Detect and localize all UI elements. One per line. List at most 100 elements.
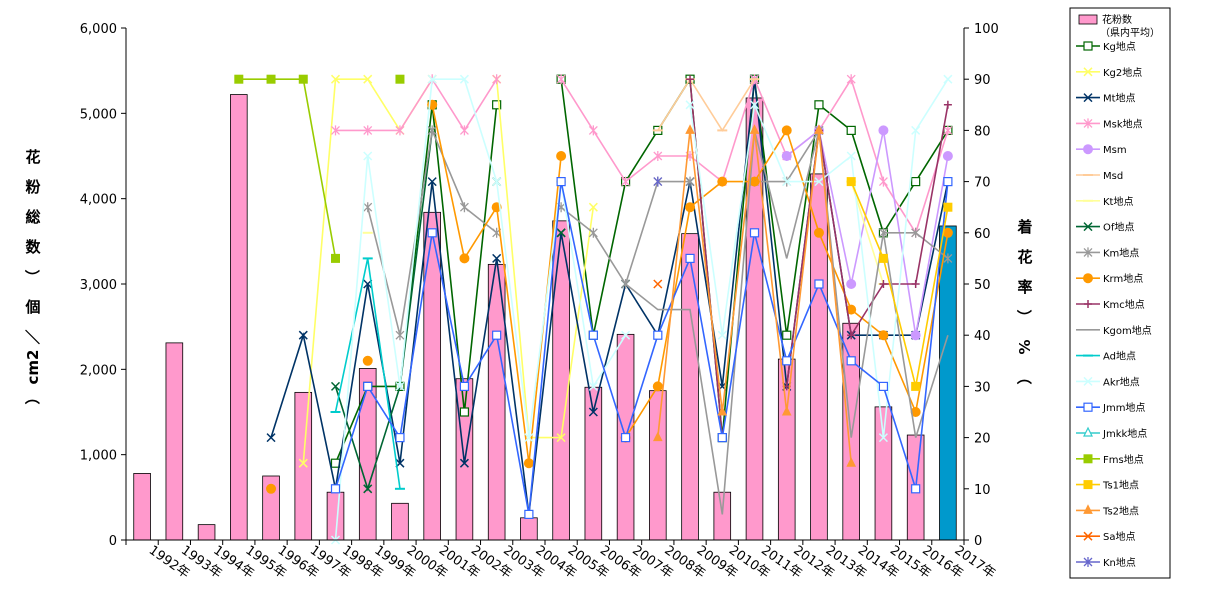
data-point <box>1083 118 1093 129</box>
legend-label: Ad地点 <box>1103 350 1136 363</box>
data-point <box>556 228 566 238</box>
y-left-tick-label: 0 <box>109 534 117 549</box>
data-point <box>556 74 566 85</box>
data-point <box>846 457 857 467</box>
data-point <box>523 458 534 469</box>
legend-item: Msd <box>1076 171 1123 182</box>
data-point <box>685 202 696 213</box>
data-point <box>330 484 341 494</box>
legend-item: Kgom地点 <box>1076 324 1152 337</box>
y-left-tick-label: 1,000 <box>80 449 117 464</box>
data-point <box>459 381 470 391</box>
legend-item: Msk地点 <box>1076 117 1143 130</box>
legend-label: Kg2地点 <box>1103 66 1142 79</box>
bar <box>230 94 248 541</box>
data-point <box>524 433 534 443</box>
series-19 <box>652 124 857 467</box>
bar <box>874 406 893 541</box>
data-point <box>427 177 437 187</box>
bar <box>745 97 764 541</box>
series-20 <box>653 279 663 289</box>
data-point <box>459 202 469 213</box>
data-point <box>911 125 921 135</box>
data-point <box>1083 480 1093 490</box>
series-21 <box>653 176 663 187</box>
data-point <box>1083 93 1093 103</box>
bar <box>165 342 184 541</box>
legend-label: Kt地点 <box>1103 195 1133 208</box>
legend-item: Msm <box>1076 144 1127 156</box>
data-point <box>459 407 470 417</box>
y-right-tick-label: 70 <box>974 176 991 191</box>
data-point <box>588 227 598 238</box>
series-14 <box>330 74 953 545</box>
legend-item: Fms地点 <box>1076 453 1144 466</box>
legend-item: Ts1地点 <box>1076 479 1139 492</box>
legend-label: Kg地点 <box>1103 40 1136 53</box>
legend-item: Ts2地点 <box>1076 504 1139 517</box>
legend-label: Krm地点 <box>1103 272 1143 285</box>
data-point <box>749 124 760 134</box>
legend-item: Jmkk地点 <box>1076 426 1147 440</box>
data-point <box>492 330 502 340</box>
data-point <box>1083 41 1093 51</box>
data-point <box>620 433 631 443</box>
data-point <box>363 484 373 494</box>
data-point <box>782 356 792 366</box>
legend-item: Kg地点 <box>1076 40 1136 53</box>
data-point <box>847 331 856 340</box>
y-right-tick-label: 30 <box>974 380 991 395</box>
data-point <box>427 74 437 84</box>
data-point <box>1083 531 1093 541</box>
bar <box>294 391 313 541</box>
y-right-tick-label: 100 <box>974 22 999 37</box>
data-point <box>814 177 824 187</box>
legend-item: Akr地点 <box>1076 375 1140 388</box>
y-right-title-char: 着 <box>1016 218 1032 236</box>
data-point <box>266 483 277 494</box>
data-point <box>942 227 953 238</box>
data-point <box>331 253 340 263</box>
data-point <box>266 433 276 443</box>
y-right-tick-label: 90 <box>974 73 991 88</box>
legend-item: Kg2地点 <box>1076 66 1142 79</box>
series-line <box>336 130 626 488</box>
y-left-tick-label: 2,000 <box>80 363 117 378</box>
data-point <box>330 381 341 391</box>
bar <box>358 368 377 541</box>
data-point <box>588 381 598 391</box>
data-point <box>234 74 244 84</box>
data-point <box>1083 273 1093 284</box>
data-point <box>878 253 888 263</box>
y-left-tick-label: 4,000 <box>80 193 117 208</box>
data-point <box>395 125 405 136</box>
y-right-tick-label: 60 <box>974 227 991 242</box>
series-line <box>334 181 949 515</box>
legend-bar-label-2: （県内平均） <box>1100 26 1160 39</box>
data-point <box>879 280 888 288</box>
series-line <box>786 128 949 336</box>
data-point <box>749 176 760 187</box>
y-left-title-char: cm2 <box>24 350 42 385</box>
data-point <box>943 100 952 109</box>
legend-item: Of地点 <box>1076 221 1134 234</box>
data-point <box>943 125 953 136</box>
data-point <box>1083 67 1093 77</box>
data-point <box>653 330 663 340</box>
data-point <box>298 74 308 84</box>
data-point <box>363 151 373 161</box>
data-point <box>298 458 308 468</box>
data-point <box>1083 222 1093 232</box>
data-point <box>717 433 727 443</box>
data-point <box>911 280 920 288</box>
bar <box>520 517 538 541</box>
y-left-title-char: ） <box>24 389 42 404</box>
data-point <box>846 74 856 85</box>
data-point <box>846 279 857 289</box>
y-left-title-char: 総 <box>25 208 40 226</box>
data-point <box>492 253 502 263</box>
data-point <box>749 228 760 238</box>
data-point <box>395 381 405 391</box>
legend-label: Ts1地点 <box>1102 479 1139 492</box>
bar <box>939 225 957 541</box>
